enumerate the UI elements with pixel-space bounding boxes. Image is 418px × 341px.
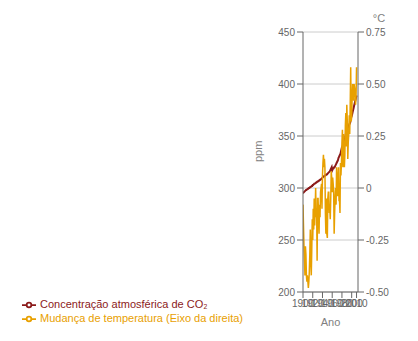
svg-text:ppm: ppm — [252, 141, 264, 162]
svg-text:-0.25: -0.25 — [366, 235, 389, 246]
svg-text:200: 200 — [278, 287, 295, 298]
svg-text:300: 300 — [278, 183, 295, 194]
svg-text:2010: 2010 — [345, 298, 368, 309]
svg-text:450: 450 — [278, 27, 295, 38]
svg-text:-0.50: -0.50 — [366, 287, 389, 298]
svg-text:400: 400 — [278, 79, 295, 90]
svg-text:350: 350 — [278, 131, 295, 142]
html-text:Mudança de temperatura (Eixo d: Mudança de temperatura (Eixo da direita) — [40, 311, 243, 324]
svg-text:0.25: 0.25 — [366, 131, 386, 142]
svg-text:0.50: 0.50 — [366, 79, 386, 90]
svg-text:0.75: 0.75 — [366, 27, 386, 38]
html-text:Concentração atmosférica de CO: Concentração atmosférica de CO₂ — [40, 297, 208, 310]
svg-text:250: 250 — [278, 235, 295, 246]
svg-text:0: 0 — [366, 183, 372, 194]
svg-text:Ano: Ano — [321, 316, 341, 328]
svg-text:°C: °C — [373, 12, 385, 24]
